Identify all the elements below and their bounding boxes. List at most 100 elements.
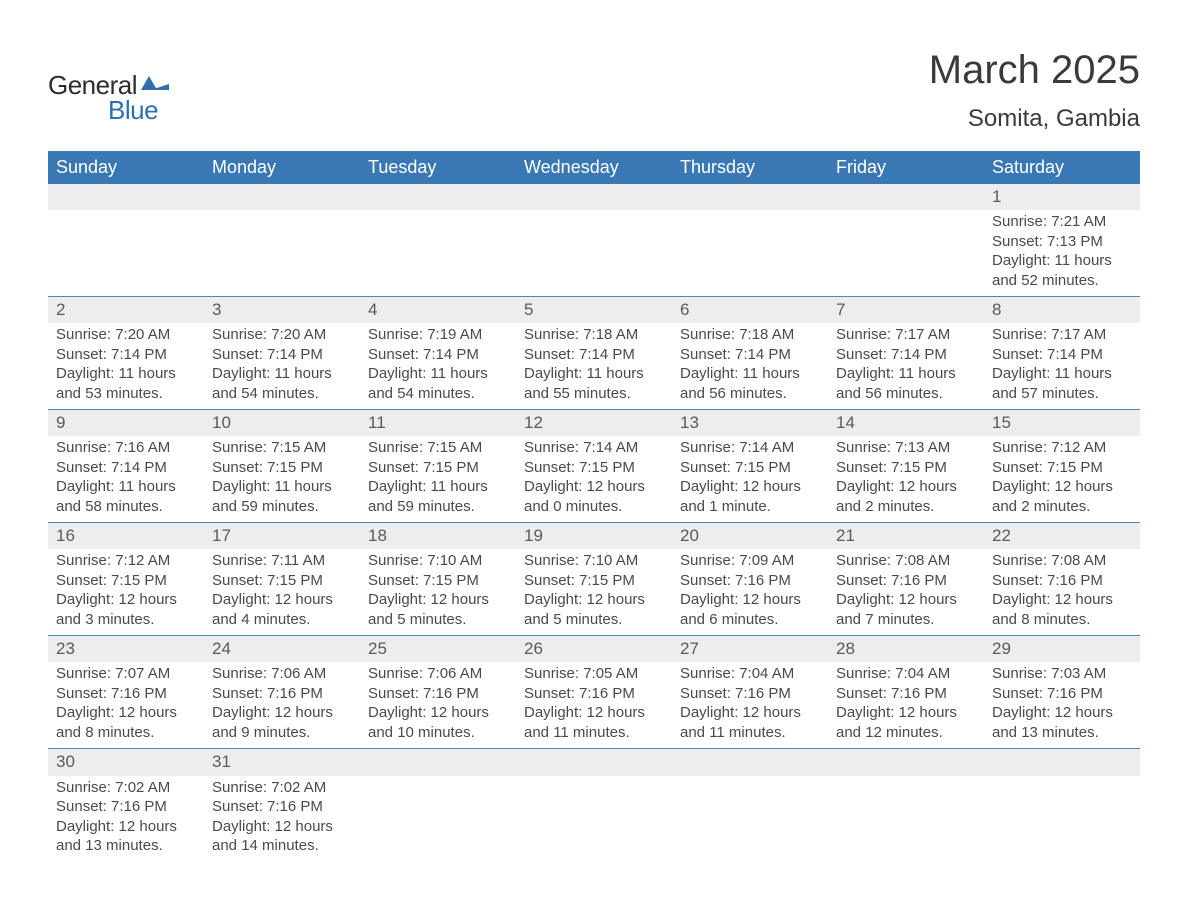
sunset-text: Sunset: 7:14 PM (56, 345, 196, 365)
sunrise-text: Sunrise: 7:15 AM (212, 438, 352, 458)
day-data-cell: Sunrise: 7:03 AMSunset: 7:16 PMDaylight:… (984, 662, 1140, 749)
sunset-text: Sunset: 7:16 PM (368, 684, 508, 704)
day-data-cell (360, 210, 516, 297)
day-number-cell: 5 (516, 297, 672, 324)
week-data-row: Sunrise: 7:21 AMSunset: 7:13 PMDaylight:… (48, 210, 1140, 297)
day-number-cell: 12 (516, 410, 672, 437)
day-data-cell: Sunrise: 7:12 AMSunset: 7:15 PMDaylight:… (48, 549, 204, 636)
sunset-text: Sunset: 7:14 PM (368, 345, 508, 365)
sunset-text: Sunset: 7:14 PM (836, 345, 976, 365)
sunset-text: Sunset: 7:16 PM (56, 684, 196, 704)
day-number-cell: 22 (984, 523, 1140, 550)
sunrise-text: Sunrise: 7:11 AM (212, 551, 352, 571)
day-number-cell: 6 (672, 297, 828, 324)
week-data-row: Sunrise: 7:20 AMSunset: 7:14 PMDaylight:… (48, 323, 1140, 410)
daylight-text: Daylight: 11 hours and 55 minutes. (524, 364, 664, 403)
col-tuesday: Tuesday (360, 151, 516, 184)
sunrise-text: Sunrise: 7:04 AM (680, 664, 820, 684)
day-data-cell: Sunrise: 7:15 AMSunset: 7:15 PMDaylight:… (360, 436, 516, 523)
day-number-cell (984, 749, 1140, 776)
day-data-cell (828, 776, 984, 862)
day-data-cell: Sunrise: 7:18 AMSunset: 7:14 PMDaylight:… (672, 323, 828, 410)
day-number-cell: 14 (828, 410, 984, 437)
day-number-cell: 9 (48, 410, 204, 437)
logo: General Blue (48, 70, 169, 126)
day-number-cell: 24 (204, 636, 360, 663)
col-friday: Friday (828, 151, 984, 184)
day-data-cell: Sunrise: 7:02 AMSunset: 7:16 PMDaylight:… (204, 776, 360, 862)
day-data-cell: Sunrise: 7:17 AMSunset: 7:14 PMDaylight:… (828, 323, 984, 410)
day-data-cell (984, 776, 1140, 862)
daylight-text: Daylight: 11 hours and 54 minutes. (368, 364, 508, 403)
daylight-text: Daylight: 12 hours and 11 minutes. (680, 703, 820, 742)
daylight-text: Daylight: 11 hours and 52 minutes. (992, 251, 1132, 290)
day-data-cell: Sunrise: 7:14 AMSunset: 7:15 PMDaylight:… (672, 436, 828, 523)
sunset-text: Sunset: 7:16 PM (836, 571, 976, 591)
day-number-cell: 10 (204, 410, 360, 437)
sunset-text: Sunset: 7:15 PM (368, 458, 508, 478)
sunset-text: Sunset: 7:15 PM (524, 571, 664, 591)
sunrise-text: Sunrise: 7:20 AM (56, 325, 196, 345)
day-number-cell: 17 (204, 523, 360, 550)
sunrise-text: Sunrise: 7:06 AM (212, 664, 352, 684)
col-thursday: Thursday (672, 151, 828, 184)
daylight-text: Daylight: 12 hours and 12 minutes. (836, 703, 976, 742)
daylight-text: Daylight: 12 hours and 6 minutes. (680, 590, 820, 629)
daylight-text: Daylight: 12 hours and 2 minutes. (992, 477, 1132, 516)
sunrise-text: Sunrise: 7:12 AM (992, 438, 1132, 458)
sunrise-text: Sunrise: 7:13 AM (836, 438, 976, 458)
day-number-cell: 16 (48, 523, 204, 550)
sunset-text: Sunset: 7:15 PM (836, 458, 976, 478)
day-data-cell (516, 776, 672, 862)
day-data-cell: Sunrise: 7:20 AMSunset: 7:14 PMDaylight:… (48, 323, 204, 410)
day-number-cell (204, 184, 360, 210)
daylight-text: Daylight: 12 hours and 2 minutes. (836, 477, 976, 516)
sunrise-text: Sunrise: 7:10 AM (368, 551, 508, 571)
daylight-text: Daylight: 11 hours and 57 minutes. (992, 364, 1132, 403)
day-number-cell: 8 (984, 297, 1140, 324)
day-data-cell: Sunrise: 7:04 AMSunset: 7:16 PMDaylight:… (672, 662, 828, 749)
sunrise-text: Sunrise: 7:15 AM (368, 438, 508, 458)
day-number-cell (672, 184, 828, 210)
day-number-cell (48, 184, 204, 210)
week-daynum-row: 9101112131415 (48, 410, 1140, 437)
sunrise-text: Sunrise: 7:10 AM (524, 551, 664, 571)
sunrise-text: Sunrise: 7:02 AM (56, 778, 196, 798)
day-data-cell: Sunrise: 7:06 AMSunset: 7:16 PMDaylight:… (204, 662, 360, 749)
daylight-text: Daylight: 11 hours and 56 minutes. (836, 364, 976, 403)
day-data-cell: Sunrise: 7:20 AMSunset: 7:14 PMDaylight:… (204, 323, 360, 410)
col-saturday: Saturday (984, 151, 1140, 184)
daylight-text: Daylight: 12 hours and 4 minutes. (212, 590, 352, 629)
daylight-text: Daylight: 12 hours and 3 minutes. (56, 590, 196, 629)
daylight-text: Daylight: 12 hours and 1 minute. (680, 477, 820, 516)
day-data-cell (828, 210, 984, 297)
sunset-text: Sunset: 7:14 PM (212, 345, 352, 365)
sunrise-text: Sunrise: 7:08 AM (836, 551, 976, 571)
week-daynum-row: 1 (48, 184, 1140, 210)
daylight-text: Daylight: 12 hours and 8 minutes. (992, 590, 1132, 629)
week-daynum-row: 23242526272829 (48, 636, 1140, 663)
day-number-cell: 7 (828, 297, 984, 324)
daylight-text: Daylight: 11 hours and 56 minutes. (680, 364, 820, 403)
col-sunday: Sunday (48, 151, 204, 184)
day-number-cell: 29 (984, 636, 1140, 663)
sunset-text: Sunset: 7:16 PM (992, 571, 1132, 591)
week-data-row: Sunrise: 7:16 AMSunset: 7:14 PMDaylight:… (48, 436, 1140, 523)
day-number-cell: 15 (984, 410, 1140, 437)
daylight-text: Daylight: 11 hours and 54 minutes. (212, 364, 352, 403)
title-location: Somita, Gambia (929, 105, 1140, 133)
sunrise-text: Sunrise: 7:02 AM (212, 778, 352, 798)
sunrise-text: Sunrise: 7:05 AM (524, 664, 664, 684)
header: General Blue March 2025 Somita, Gambia (48, 48, 1140, 133)
header-row: Sunday Monday Tuesday Wednesday Thursday… (48, 151, 1140, 184)
day-data-cell (672, 776, 828, 862)
day-data-cell: Sunrise: 7:21 AMSunset: 7:13 PMDaylight:… (984, 210, 1140, 297)
sunset-text: Sunset: 7:16 PM (212, 797, 352, 817)
day-number-cell (672, 749, 828, 776)
day-number-cell: 19 (516, 523, 672, 550)
day-number-cell: 3 (204, 297, 360, 324)
sunrise-text: Sunrise: 7:18 AM (524, 325, 664, 345)
sunrise-text: Sunrise: 7:08 AM (992, 551, 1132, 571)
sunset-text: Sunset: 7:15 PM (524, 458, 664, 478)
day-number-cell: 1 (984, 184, 1140, 210)
